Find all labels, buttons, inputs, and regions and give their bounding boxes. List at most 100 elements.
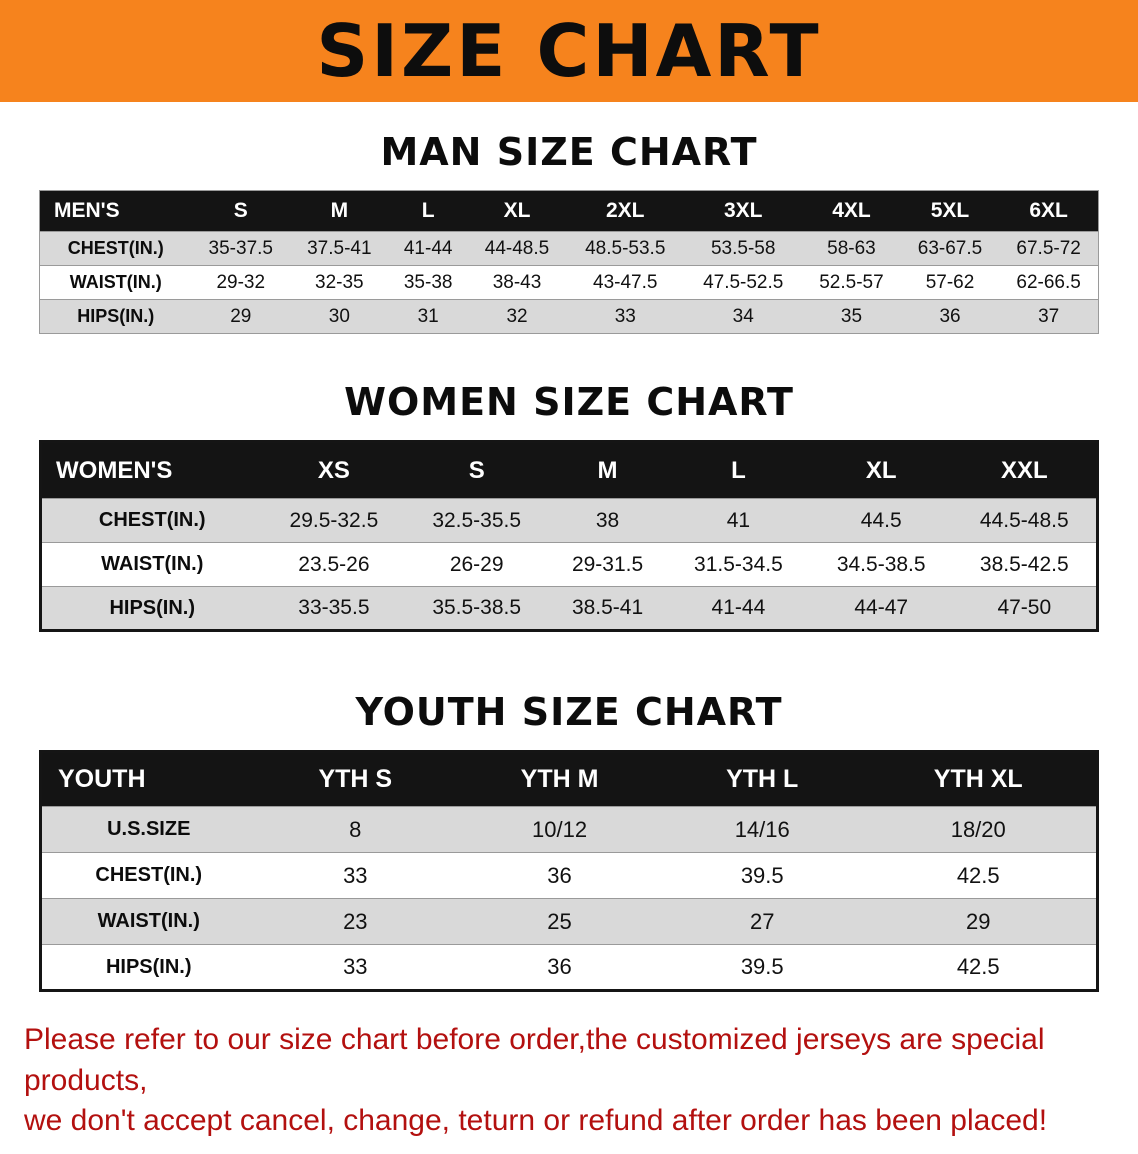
size-value: 8 xyxy=(255,806,456,853)
table-row: WAIST(IN.) 23 25 27 29 xyxy=(40,898,1098,945)
men-size-column-header: L xyxy=(388,190,468,232)
men-table-body: CHEST(IN.) 35-37.5 37.5-41 41-44 44-48.5 48.5… xyxy=(39,231,1099,334)
size-value: 39.5 xyxy=(663,852,861,899)
size-value: 35.5-38.5 xyxy=(405,586,549,631)
size-value: 37.5-41 xyxy=(290,231,389,266)
youth-size-chart-heading: YOUTH SIZE CHART xyxy=(355,690,783,734)
size-value: 33 xyxy=(566,299,685,334)
men-size-column-header: M xyxy=(290,190,389,232)
table-row: CHEST(IN.) 29.5-32.5 32.5-35.5 38 41 44.5 44.5… xyxy=(40,498,1098,543)
size-value: 31.5-34.5 xyxy=(667,542,810,587)
measurement-label: WAIST(IN.) xyxy=(40,898,256,945)
men-size-column-header: XL xyxy=(467,190,567,232)
size-value: 47.5-52.5 xyxy=(684,265,803,300)
youth-category-label: YOUTH xyxy=(40,751,256,807)
size-value: 34.5-38.5 xyxy=(809,542,953,587)
disclaimer: Please refer to our size chart before or… xyxy=(0,1020,1138,1142)
section-youth: YOUTH SIZE CHART YOUTH YTH S YTH M YTH L YTH … xyxy=(0,690,1138,992)
disclaimer-line-2: we don't accept cancel, change, teturn o… xyxy=(24,1104,1048,1137)
women-size-column-header: XS xyxy=(262,441,406,499)
size-value: 44.5-48.5 xyxy=(952,498,1098,543)
measurement-label: CHEST(IN.) xyxy=(40,852,256,899)
size-value: 43-47.5 xyxy=(566,265,685,300)
size-value: 47-50 xyxy=(952,586,1098,631)
size-value: 25 xyxy=(455,898,664,945)
men-size-chart-heading: MAN SIZE CHART xyxy=(380,130,758,174)
measurement-label: CHEST(IN.) xyxy=(40,498,263,543)
size-value: 18/20 xyxy=(860,806,1098,853)
men-size-table: MEN'S S M L XL 2XL 3XL 4XL 5XL 6XL CHEST(IN.) 35-37… xyxy=(39,190,1099,334)
women-table-head: WOMEN'S XS S M L XL XXL xyxy=(40,441,1098,499)
size-value: 32 xyxy=(467,299,567,334)
size-value: 34 xyxy=(684,299,803,334)
table-row: WAIST(IN.) 23.5-26 26-29 29-31.5 31.5-34.5 34… xyxy=(40,542,1098,587)
men-size-column-header: 5XL xyxy=(900,190,1000,232)
size-value: 38.5-41 xyxy=(548,586,668,631)
women-size-column-header: M xyxy=(548,441,668,499)
youth-size-column-header: YTH XL xyxy=(860,751,1098,807)
men-category-label: MEN'S xyxy=(39,190,192,232)
measurement-label: WAIST(IN.) xyxy=(40,542,263,587)
size-value: 42.5 xyxy=(860,944,1098,991)
size-value: 33 xyxy=(255,944,456,991)
size-value: 35 xyxy=(802,299,901,334)
size-value: 63-67.5 xyxy=(900,231,1000,266)
youth-table-body: U.S.SIZE 8 10/12 14/16 18/20 CHEST(IN.) 33 36 39… xyxy=(40,806,1098,991)
size-value: 36 xyxy=(455,944,664,991)
measurement-label: HIPS(IN.) xyxy=(39,299,192,334)
size-value: 29 xyxy=(191,299,291,334)
table-row: WAIST(IN.) 29-32 32-35 35-38 38-43 43-47.5 47.… xyxy=(39,265,1099,300)
women-size-chart-heading: WOMEN SIZE CHART xyxy=(344,380,794,424)
youth-size-column-header: YTH M xyxy=(455,751,664,807)
size-value: 23 xyxy=(255,898,456,945)
size-value: 10/12 xyxy=(455,806,664,853)
youth-table-head: YOUTH YTH S YTH M YTH L YTH XL xyxy=(40,751,1098,807)
section-women: WOMEN SIZE CHART WOMEN'S XS S M L XL XXL CHEST(I… xyxy=(0,380,1138,632)
men-size-column-header: S xyxy=(191,190,291,232)
size-value: 35-38 xyxy=(388,265,468,300)
size-value: 14/16 xyxy=(663,806,861,853)
youth-size-column-header: YTH L xyxy=(663,751,861,807)
women-header-row: WOMEN'S XS S M L XL XXL xyxy=(40,441,1098,499)
table-row: HIPS(IN.) 33 36 39.5 42.5 xyxy=(40,944,1098,991)
women-category-label: WOMEN'S xyxy=(40,441,263,499)
size-value: 41 xyxy=(667,498,810,543)
table-row: CHEST(IN.) 33 36 39.5 42.5 xyxy=(40,852,1098,899)
size-value: 37 xyxy=(999,299,1099,334)
size-value: 48.5-53.5 xyxy=(566,231,685,266)
women-table-body: CHEST(IN.) 29.5-32.5 32.5-35.5 38 41 44.5 44.5… xyxy=(40,498,1098,631)
measurement-label: WAIST(IN.) xyxy=(39,265,192,300)
size-value: 32.5-35.5 xyxy=(405,498,549,543)
table-row: CHEST(IN.) 35-37.5 37.5-41 41-44 44-48.5 48.5… xyxy=(39,231,1099,266)
size-value: 41-44 xyxy=(388,231,468,266)
size-value: 35-37.5 xyxy=(191,231,291,266)
women-size-table: WOMEN'S XS S M L XL XXL CHEST(IN.) 29.5-32.5 32.5… xyxy=(39,440,1099,632)
size-chart-banner: SIZE CHART xyxy=(0,0,1138,102)
size-value: 27 xyxy=(663,898,861,945)
size-value: 29-32 xyxy=(191,265,291,300)
disclaimer-line-1: Please refer to our size chart before or… xyxy=(24,1023,1045,1097)
men-size-column-header: 2XL xyxy=(566,190,685,232)
size-value: 36 xyxy=(900,299,1000,334)
measurement-label: U.S.SIZE xyxy=(40,806,256,853)
men-size-column-header: 4XL xyxy=(802,190,901,232)
size-value: 36 xyxy=(455,852,664,899)
size-value: 38.5-42.5 xyxy=(952,542,1098,587)
table-row: U.S.SIZE 8 10/12 14/16 18/20 xyxy=(40,806,1098,853)
section-men: MAN SIZE CHART MEN'S S M L XL 2XL 3XL 4XL 5XL 6XL C… xyxy=(0,130,1138,334)
size-value: 44.5 xyxy=(809,498,953,543)
size-value: 30 xyxy=(290,299,389,334)
size-value: 62-66.5 xyxy=(999,265,1099,300)
size-value: 52.5-57 xyxy=(802,265,901,300)
size-value: 38 xyxy=(548,498,668,543)
youth-size-table: YOUTH YTH S YTH M YTH L YTH XL U.S.SIZE 8 10/12… xyxy=(39,750,1099,992)
banner-title: SIZE CHART xyxy=(316,9,822,93)
men-table-head: MEN'S S M L XL 2XL 3XL 4XL 5XL 6XL xyxy=(39,190,1099,232)
size-value: 39.5 xyxy=(663,944,861,991)
size-value: 31 xyxy=(388,299,468,334)
women-size-column-header: S xyxy=(405,441,549,499)
size-value: 38-43 xyxy=(467,265,567,300)
women-size-column-header: XXL xyxy=(952,441,1098,499)
sections: MAN SIZE CHART MEN'S S M L XL 2XL 3XL 4XL 5XL 6XL C… xyxy=(0,130,1138,992)
size-value: 23.5-26 xyxy=(262,542,406,587)
